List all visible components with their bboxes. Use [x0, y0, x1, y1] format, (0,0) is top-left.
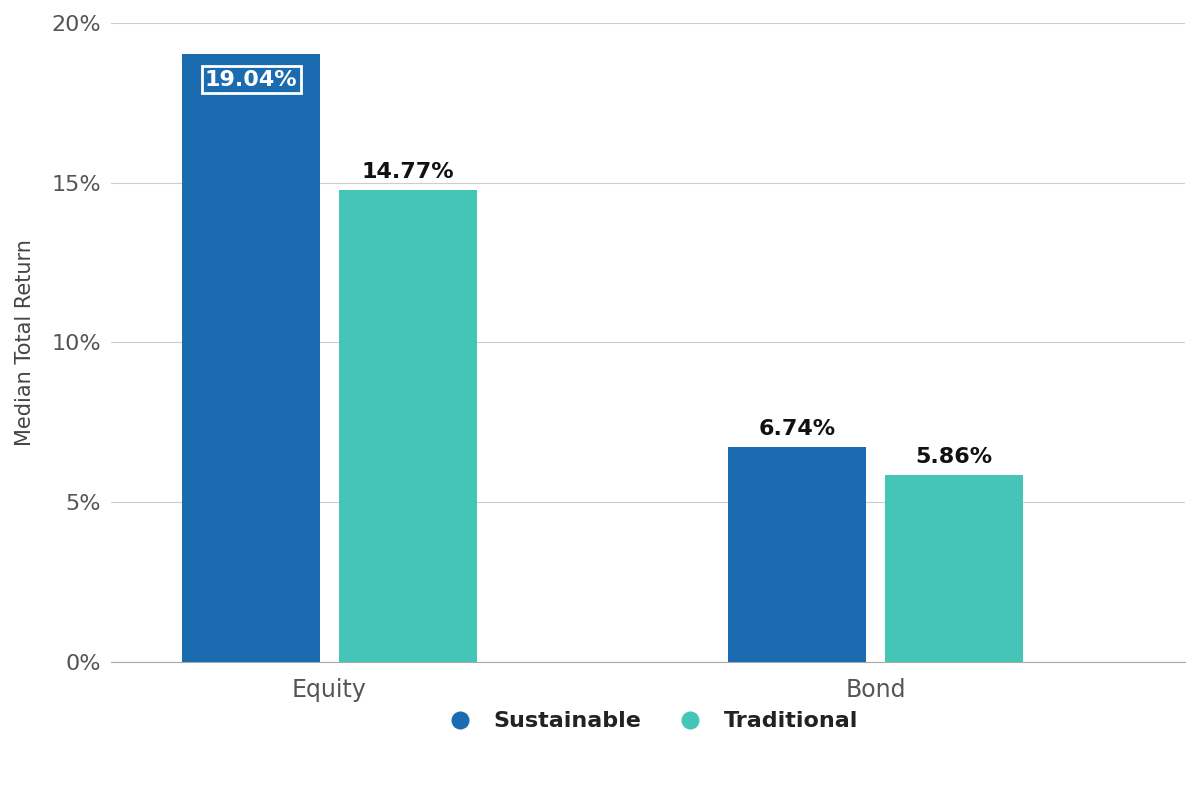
Legend: Sustainable, Traditional: Sustainable, Traditional [430, 702, 866, 740]
Text: 19.04%: 19.04% [205, 70, 298, 90]
Text: 5.86%: 5.86% [916, 446, 992, 466]
Text: 6.74%: 6.74% [758, 418, 836, 438]
Bar [884, 474, 1022, 662]
Text: 14.77%: 14.77% [361, 162, 454, 182]
Y-axis label: Median Total Return: Median Total Return [14, 239, 35, 446]
Bar [338, 190, 476, 662]
Bar [182, 54, 320, 662]
Bar [728, 446, 866, 662]
